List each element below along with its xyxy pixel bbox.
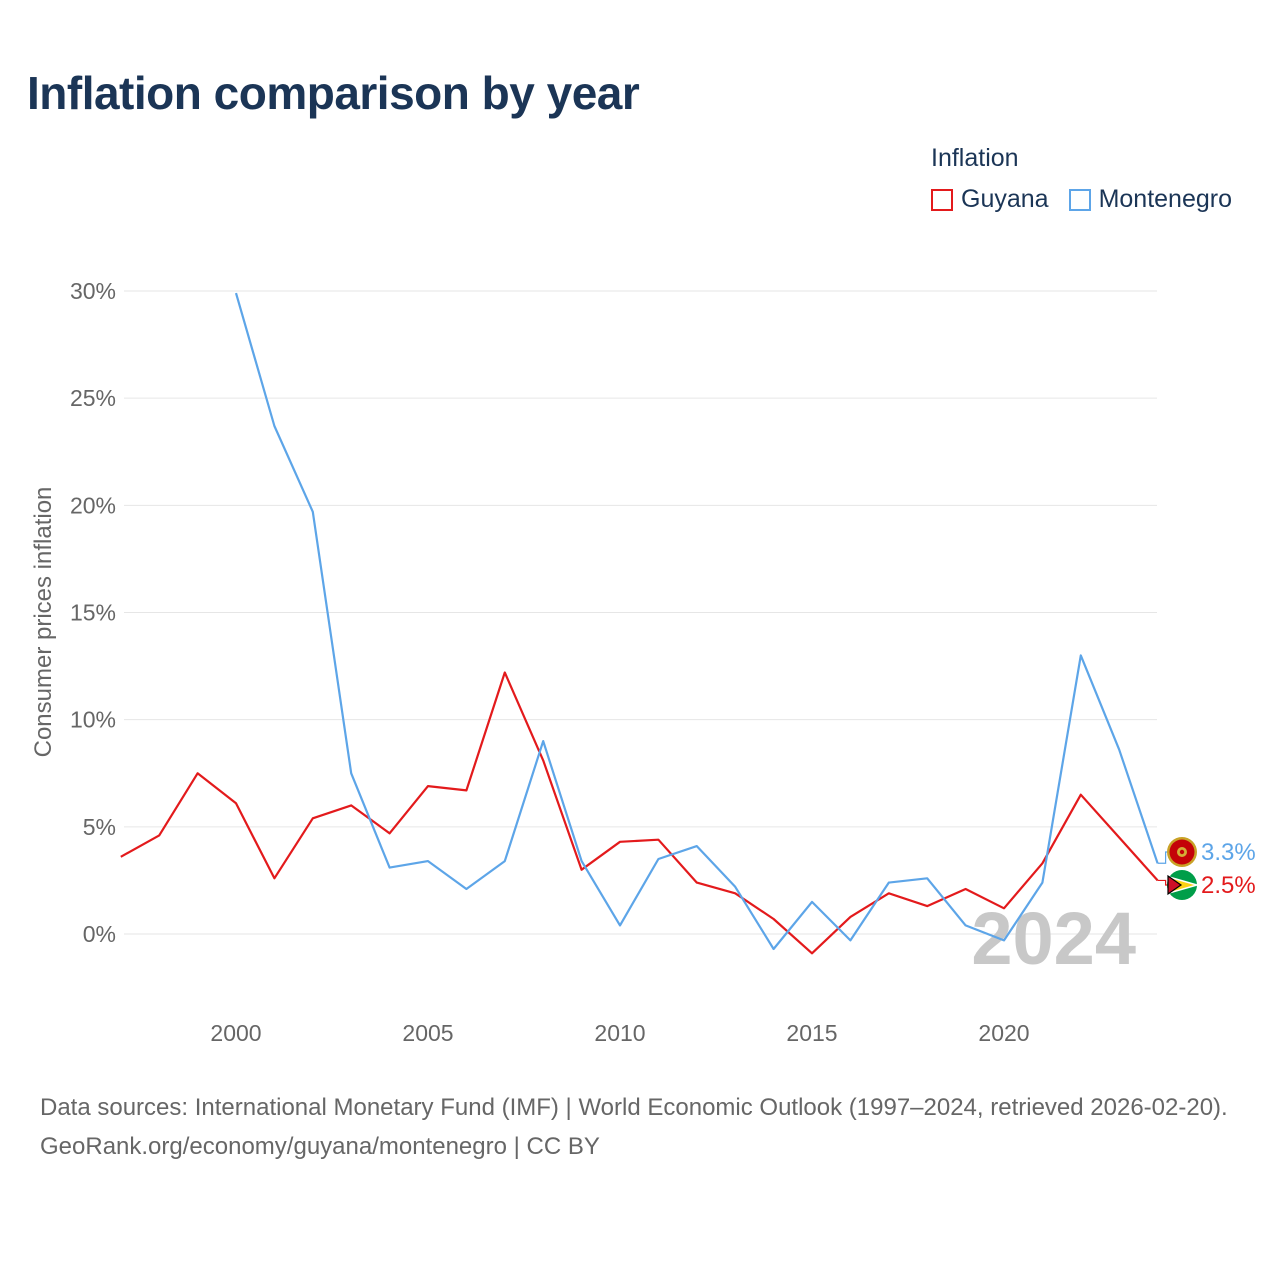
data-point-montenegro (388, 866, 392, 870)
data-point-montenegro (887, 881, 891, 885)
series-line-montenegro (234, 292, 1159, 951)
data-point-guyana (1002, 906, 1006, 910)
data-point-montenegro (234, 291, 238, 295)
data-point-guyana (1040, 861, 1044, 865)
data-point-montenegro (580, 859, 584, 863)
legend-label-montenegro: Montenegro (1098, 185, 1232, 213)
data-point-guyana (772, 917, 776, 921)
x-axis-ticks: 2000 2005 2010 2015 2020 (210, 1020, 1029, 1046)
data-point-guyana (541, 758, 545, 762)
data-point-montenegro (311, 510, 315, 514)
legend-item-guyana[interactable]: Guyana (931, 185, 1049, 214)
flag-triangle (1167, 874, 1183, 896)
data-point-guyana (272, 876, 276, 880)
data-point-montenegro (925, 876, 929, 880)
data-point-guyana (349, 803, 353, 807)
data-point-montenegro (772, 947, 776, 951)
data-point-guyana (733, 891, 737, 895)
data-point-guyana (234, 801, 238, 805)
data-point-montenegro (964, 923, 968, 927)
legend-item-montenegro[interactable]: Montenegro (1068, 185, 1232, 214)
data-point-guyana (925, 904, 929, 908)
data-point-montenegro (810, 900, 814, 904)
legend: Guyana Montenegro (931, 185, 1252, 214)
data-source-note: Data sources: International Monetary Fun… (40, 1094, 1228, 1121)
chart-title: Inflation comparison by year (27, 67, 640, 119)
data-point-guyana (196, 771, 200, 775)
end-value-label-guyana: 2.5% (1201, 872, 1256, 899)
y-tick-label: 25% (70, 385, 116, 411)
data-point-guyana (388, 831, 392, 835)
y-tick-label: 20% (70, 492, 116, 518)
data-point-montenegro (1079, 653, 1083, 657)
data-point-guyana (1079, 793, 1083, 797)
x-tick-label: 2020 (978, 1020, 1029, 1046)
data-point-montenegro (618, 923, 622, 927)
data-point-guyana (964, 887, 968, 891)
montenegro-flag-icon (1167, 837, 1197, 867)
grid-lines (124, 290, 1157, 935)
data-point-guyana (618, 840, 622, 844)
series-line-guyana (120, 671, 1159, 955)
year-watermark: 2024 (971, 897, 1136, 980)
data-point-guyana (695, 881, 699, 885)
guyana-flag-icon (1167, 870, 1200, 900)
x-tick-label: 2000 (210, 1020, 261, 1046)
data-point-guyana (656, 838, 660, 842)
data-point-montenegro (426, 859, 430, 863)
data-point-guyana (848, 915, 852, 919)
legend-swatch-guyana (931, 188, 953, 211)
data-point-guyana (426, 784, 430, 788)
data-point-montenegro (695, 844, 699, 848)
data-point-montenegro (349, 771, 353, 775)
x-tick-label: 2005 (402, 1020, 453, 1046)
y-tick-label: 0% (83, 921, 116, 947)
legend-title: Inflation (931, 144, 1019, 172)
flag-emblem-center (1179, 849, 1185, 855)
data-point-montenegro (733, 885, 737, 889)
x-tick-label: 2010 (594, 1020, 645, 1046)
y-axis-title: Consumer prices inflation (30, 487, 57, 758)
data-point-guyana (464, 788, 468, 792)
data-point-guyana (887, 891, 891, 895)
data-point-montenegro (1117, 748, 1121, 752)
data-point-guyana (810, 951, 814, 955)
y-tick-label: 10% (70, 707, 116, 733)
data-point-guyana (157, 833, 161, 837)
data-point-montenegro (541, 739, 545, 743)
legend-swatch-montenegro (1068, 188, 1091, 211)
data-point-montenegro (503, 859, 507, 863)
credit-link[interactable]: GeoRank.org/economy/guyana/montenegro | … (40, 1133, 600, 1160)
footer: Data sources: International Monetary Fun… (40, 1088, 1250, 1166)
data-point-guyana (119, 855, 123, 859)
data-points (119, 291, 1160, 955)
y-tick-label: 15% (70, 600, 116, 626)
y-axis-ticks: 0% 5% 10% 15% 20% 25% 30% (70, 278, 116, 947)
data-point-guyana (311, 816, 315, 820)
data-point-montenegro (848, 938, 852, 942)
data-point-montenegro (1040, 881, 1044, 885)
data-point-montenegro (272, 424, 276, 428)
data-point-montenegro (656, 857, 660, 861)
y-tick-label: 5% (83, 814, 116, 840)
data-point-guyana (1117, 836, 1121, 840)
end-labels: 2.5% 3.3% (1157, 837, 1256, 900)
data-point-montenegro (464, 887, 468, 891)
x-tick-label: 2015 (786, 1020, 837, 1046)
data-point-guyana (503, 671, 507, 675)
data-point-guyana (580, 868, 584, 872)
end-value-label-montenegro: 3.3% (1201, 839, 1256, 866)
data-point-montenegro (1002, 938, 1006, 942)
y-tick-label: 30% (70, 278, 116, 304)
legend-label-guyana: Guyana (961, 185, 1049, 213)
series-lines (120, 292, 1159, 955)
